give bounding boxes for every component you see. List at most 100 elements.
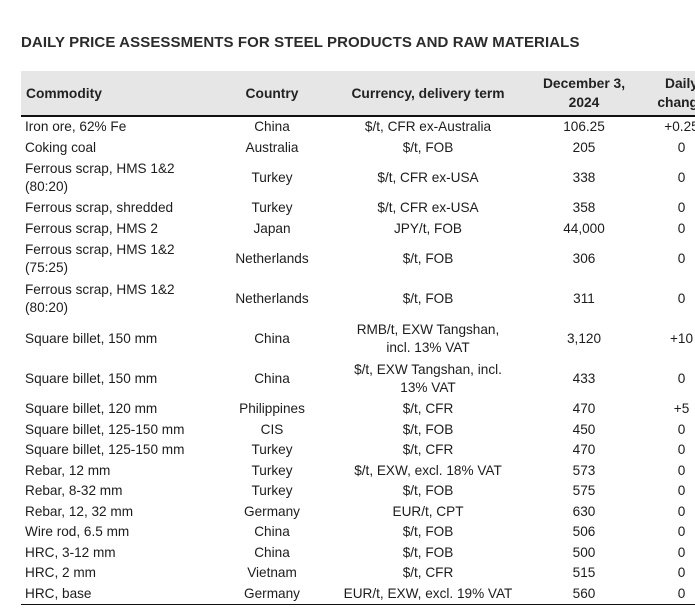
cell-term: EUR/t, EXW, excl. 19% VAT: [324, 583, 532, 605]
cell-country: Turkey: [220, 440, 324, 461]
cell-change: +5: [636, 399, 695, 420]
cell-change-text: +5: [673, 401, 690, 417]
cell-commodity-text: Wire rod, 6.5 mm: [25, 524, 130, 540]
cell-country: Vietnam: [220, 563, 324, 584]
cell-commodity: Square billet, 125-150 mm: [21, 440, 220, 461]
cell-commodity: Square billet, 125-150 mm: [21, 420, 220, 441]
cell-change: 0: [636, 563, 695, 584]
cell-term: $/t, CFR: [324, 563, 532, 584]
cell-change-text: 0: [677, 200, 686, 216]
table-row: Rebar, 8-32 mm Turkey $/t, FOB 575 0: [21, 481, 695, 502]
cell-country-text: Australia: [245, 139, 299, 155]
cell-commodity: Wire rod, 6.5 mm: [21, 522, 220, 543]
cell-commodity-text: Coking coal: [25, 139, 97, 155]
cell-term: $/t, CFR ex-USA: [324, 158, 532, 198]
cell-commodity-text: (80:20): [25, 300, 69, 315]
cell-change-text: +10: [669, 331, 694, 346]
cell-country: Netherlands: [220, 279, 324, 319]
cell-price-text: 44,000: [563, 220, 605, 236]
cell-commodity: Ferrous scrap, HMS 2: [21, 219, 220, 240]
cell-change: 0: [636, 502, 695, 523]
cell-country: China: [220, 543, 324, 564]
cell-price: 3,120: [532, 319, 636, 359]
table-body: Iron ore, 62% Fe China $/t, CFR ex-Austral…: [21, 116, 695, 605]
cell-term: $/t, FOB: [324, 138, 532, 159]
cell-term: $/t, CFR ex-Australia: [324, 116, 532, 138]
cell-term: $/t, FOB: [324, 279, 532, 319]
cell-country: China: [220, 359, 324, 399]
cell-change: 0: [636, 198, 695, 219]
cell-country-text: CIS: [260, 421, 284, 437]
cell-country-text: Vietnam: [247, 565, 297, 581]
cell-price-text: 515: [572, 565, 596, 581]
cell-change: 0: [636, 543, 695, 564]
cell-price: 470: [532, 399, 636, 420]
cell-commodity-text: Rebar, 12, 32 mm: [25, 503, 134, 519]
cell-price: 515: [532, 563, 636, 584]
cell-change-text: 0: [677, 462, 686, 478]
cell-change: 0: [636, 239, 695, 279]
cell-country: China: [220, 522, 324, 543]
cell-change-text: 0: [677, 371, 686, 386]
cell-commodity-text: Square billet, 150 mm: [25, 331, 158, 346]
cell-term: EUR/t, CPT: [324, 502, 532, 523]
cell-price: 44,000: [532, 219, 636, 240]
cell-term-text: $/t, FOB: [402, 524, 454, 540]
cell-change: 0: [636, 522, 695, 543]
cell-country-text: Turkey: [251, 200, 293, 216]
cell-commodity: HRC, base: [21, 583, 220, 605]
cell-commodity: Square billet, 150 mm: [21, 359, 220, 399]
cell-change-text: 0: [677, 251, 686, 266]
cell-commodity-text: Square billet, 125-150 mm: [25, 442, 185, 458]
cell-term-text: $/t, FOB: [402, 483, 454, 499]
column-header-change: Daily change: [636, 71, 695, 117]
cell-price: 560: [532, 583, 636, 605]
cell-commodity: HRC, 3-12 mm: [21, 543, 220, 564]
cell-term: $/t, CFR: [324, 399, 532, 420]
cell-term-text: RMB/t, EXW Tangshan,: [356, 322, 500, 337]
column-header-date: December 3, 2024: [532, 71, 636, 117]
cell-price: 506: [532, 522, 636, 543]
cell-term: JPY/t, FOB: [324, 219, 532, 240]
cell-commodity-text: Square billet, 120 mm: [25, 401, 158, 417]
cell-price-text: 3,120: [566, 331, 602, 346]
cell-term-text: $/t, EXW, excl. 18% VAT: [354, 462, 502, 478]
cell-commodity: Ferrous scrap, HMS 1&2 (80:20): [21, 158, 220, 198]
cell-price-text: 306: [572, 251, 596, 266]
cell-change-text: 0: [677, 421, 686, 437]
cell-commodity: Coking coal: [21, 138, 220, 159]
cell-term-text: EUR/t, EXW, excl. 19% VAT: [343, 585, 513, 601]
cell-change-text: 0: [677, 291, 686, 306]
cell-commodity: Rebar, 12 mm: [21, 461, 220, 482]
table-row: Rebar, 12, 32 mm Germany EUR/t, CPT 630 0: [21, 502, 695, 523]
cell-term: RMB/t, EXW Tangshan, incl. 13% VAT: [324, 319, 532, 359]
cell-country-text: Turkey: [251, 462, 293, 478]
cell-term-text: 13% VAT: [400, 380, 456, 395]
column-header-date-line2: 2024: [568, 95, 600, 110]
cell-commodity-text: HRC, 2 mm: [25, 565, 96, 581]
price-table: Commodity Country Currency, delivery ter…: [21, 71, 695, 605]
cell-term: $/t, EXW Tangshan, incl. 13% VAT: [324, 359, 532, 399]
cell-term-text: $/t, CFR ex-USA: [377, 170, 479, 185]
cell-change-text: 0: [677, 170, 686, 185]
cell-change: +0.25: [636, 116, 695, 138]
column-header-commodity: Commodity: [21, 71, 220, 117]
cell-price-text: 433: [572, 371, 596, 386]
cell-country-text: Turkey: [251, 170, 293, 185]
cell-change-text: 0: [677, 585, 686, 601]
cell-change-text: 0: [677, 483, 686, 499]
table-row: Square billet, 120 mm Philippines $/t, CFR…: [21, 399, 695, 420]
table-row: HRC, base Germany EUR/t, EXW, excl. 19% VA…: [21, 583, 695, 605]
cell-price: 450: [532, 420, 636, 441]
cell-commodity: HRC, 2 mm: [21, 563, 220, 584]
cell-commodity: Ferrous scrap, HMS 1&2 (80:20): [21, 279, 220, 319]
table-row: Square billet, 150 mm China RMB/t, EXW Tan…: [21, 319, 695, 359]
table-row: HRC, 3-12 mm China $/t, FOB 500 0: [21, 543, 695, 564]
table-row: Coking coal Australia $/t, FOB 205 0: [21, 138, 695, 159]
cell-term-text: $/t, FOB: [402, 139, 454, 155]
cell-commodity-text: (75:25): [25, 260, 69, 275]
column-header-date-line1: December 3,: [542, 76, 626, 91]
cell-price: 500: [532, 543, 636, 564]
cell-change-text: +0.25: [664, 119, 695, 135]
cell-country: China: [220, 319, 324, 359]
